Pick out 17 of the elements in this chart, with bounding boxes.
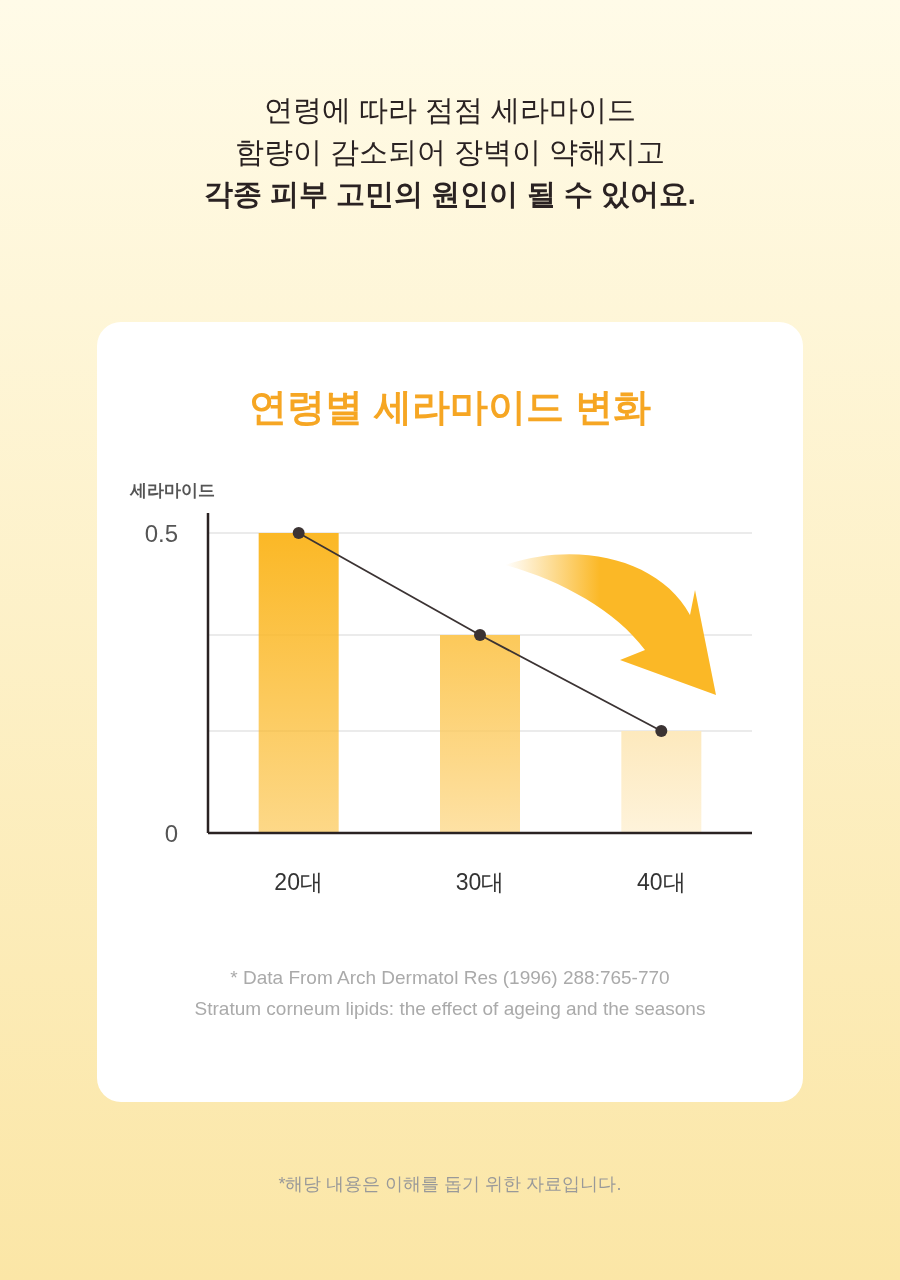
chart-title: 연령별 세라마이드 변화 — [249, 386, 651, 428]
x-tick-label: 40대 — [637, 869, 686, 895]
y-tick-label: 0 — [164, 820, 178, 847]
point — [474, 629, 486, 641]
x-tick-label: 30대 — [455, 869, 505, 895]
y-tick-label: 0.5 — [144, 520, 178, 547]
bar — [440, 635, 520, 833]
text: *해당 내용은 이해를 돕기 위한 자료입니다. — [278, 1174, 622, 1194]
bar — [621, 731, 702, 833]
x-tick-label: 20대 — [274, 869, 323, 895]
point — [292, 527, 305, 539]
text: * Data From Arch Dermatol Res (1996) 288:765-770 — [230, 967, 670, 988]
bar — [258, 533, 339, 833]
text: Stratum corneum lipids: the effect of ageing and the seasons — [194, 998, 706, 1019]
text: 연령에 따라 점점 세라마이드 함량이 감소되어 장벽이 약해지고 각종 피부 고민의 원인이 될 수 있어요. — [204, 94, 696, 210]
point — [655, 725, 668, 737]
y-axis-title: 세라마이드 — [129, 481, 215, 500]
